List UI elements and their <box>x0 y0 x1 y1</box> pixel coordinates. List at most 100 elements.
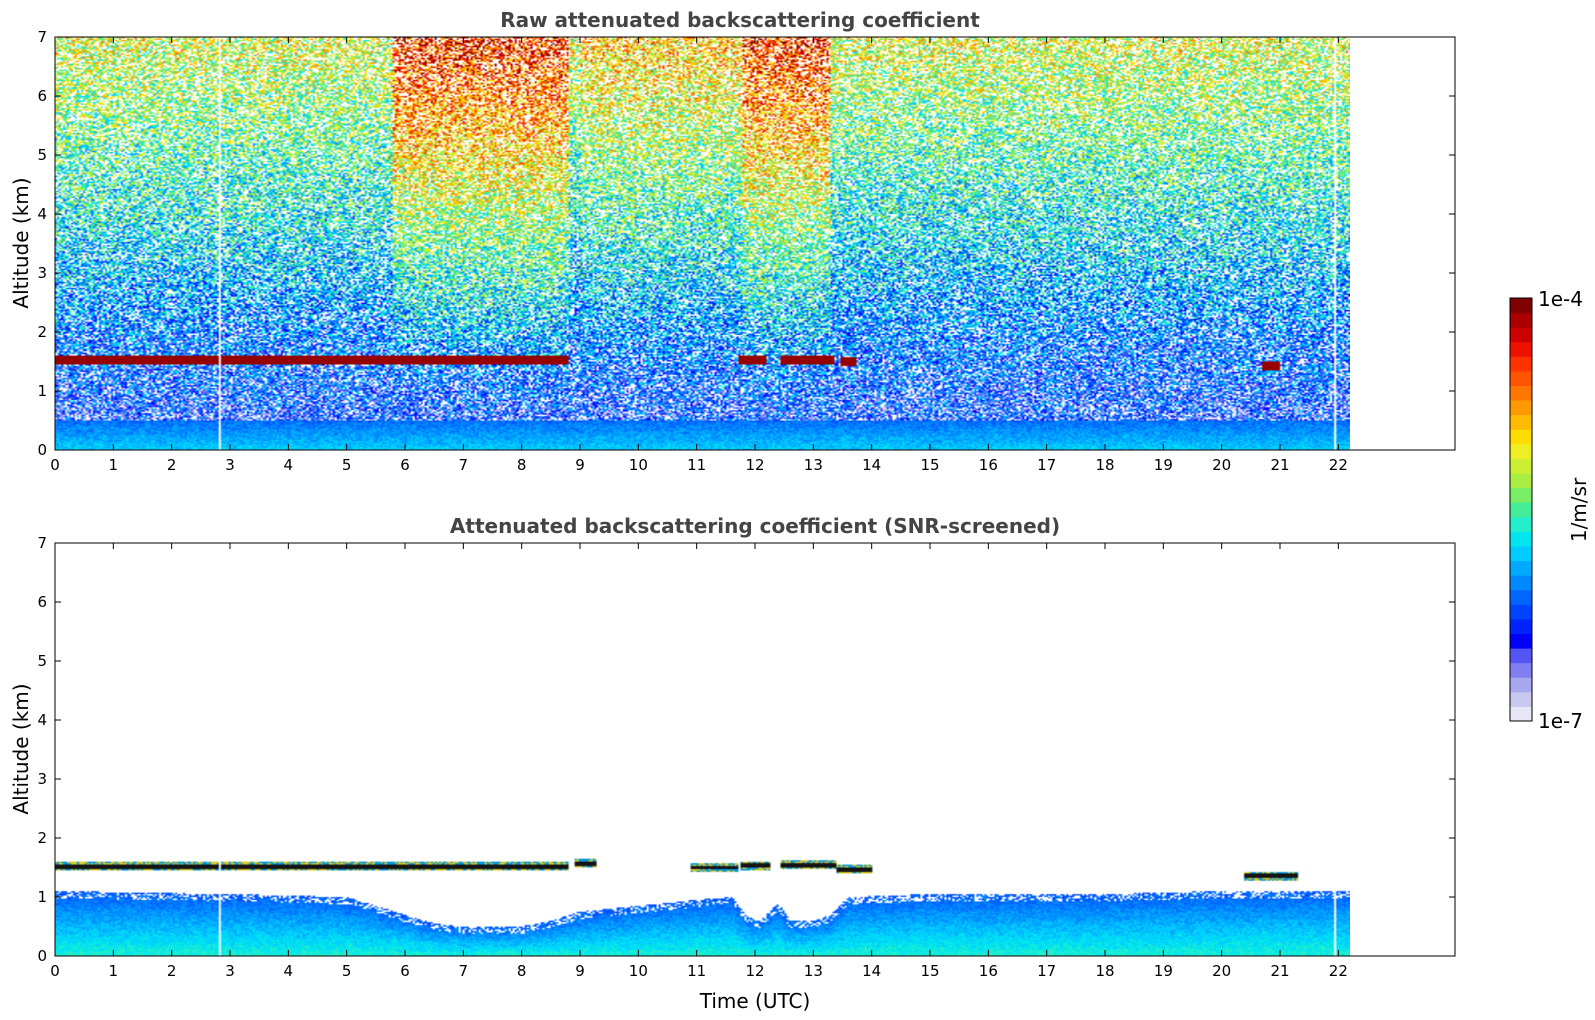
panel1-ytick-label: 4 <box>37 205 47 223</box>
panel1-xtick-label: 3 <box>225 456 235 474</box>
panel1-xtick-label: 14 <box>862 456 881 474</box>
panel2-ytick-label: 3 <box>37 770 47 788</box>
panel2-xtick-label: 19 <box>1154 962 1173 980</box>
panel1-ytick-label: 5 <box>37 146 47 164</box>
colorbar-cell <box>1510 516 1532 532</box>
panel2-ytick-label: 7 <box>37 534 47 552</box>
colorbar-cell <box>1510 443 1532 459</box>
colorbar-cell <box>1510 560 1532 576</box>
colorbar-cell <box>1510 298 1532 314</box>
panel2-xtick-label: 20 <box>1212 962 1231 980</box>
panel2-xtick-label: 1 <box>109 962 119 980</box>
colorbar-cell <box>1510 618 1532 634</box>
panel2-xlabel: Time (UTC) <box>699 989 811 1013</box>
panel2-xtick-label: 10 <box>629 962 648 980</box>
colorbar-cell <box>1510 545 1532 562</box>
panel1-xtick-label: 4 <box>284 456 294 474</box>
colorbar-max-label: 1e-4 <box>1538 287 1583 311</box>
panel1-xtick-label: 12 <box>745 456 764 474</box>
colorbar-cell <box>1510 414 1532 430</box>
panel2-xtick-label: 4 <box>284 962 294 980</box>
panel1-xtick-label: 17 <box>1037 456 1056 474</box>
panel2-ytick-label: 6 <box>37 593 47 611</box>
colorbar: 1e-4 1e-7 1/m/sr <box>1509 287 1591 733</box>
colorbar-cell <box>1510 691 1532 707</box>
panel2-xtick-label: 22 <box>1329 962 1348 980</box>
panel2-ytick-label: 4 <box>37 711 47 729</box>
panel2-xtick-label: 12 <box>745 962 764 980</box>
panel1-ytick-label: 2 <box>37 323 47 341</box>
colorbar-cell <box>1510 400 1532 416</box>
colorbar-cell <box>1510 473 1532 489</box>
panel1-xtick-label: 8 <box>517 456 527 474</box>
panel1-ytick-label: 1 <box>37 382 47 400</box>
colorbar-cell <box>1510 502 1532 518</box>
panel1-ytick-label: 7 <box>37 28 47 46</box>
colorbar-cell <box>1510 312 1532 328</box>
colorbar-cell <box>1510 575 1532 591</box>
panel2-xtick-label: 14 <box>862 962 881 980</box>
panel1-ytick-label: 3 <box>37 264 47 282</box>
panel1-xtick-label: 22 <box>1329 456 1348 474</box>
panel1-xtick-label: 21 <box>1270 456 1289 474</box>
panel2-xtick-label: 17 <box>1037 962 1056 980</box>
colorbar-cell <box>1510 487 1532 503</box>
panel2-xtick-label: 13 <box>804 962 823 980</box>
panel2-xtick-label: 15 <box>920 962 939 980</box>
panel2-xtick-label: 6 <box>400 962 410 980</box>
panel1-xtick-label: 7 <box>459 456 469 474</box>
colorbar-cell <box>1510 458 1532 474</box>
panel1-xtick-label: 10 <box>629 456 648 474</box>
panel2-xtick-label: 7 <box>459 962 469 980</box>
colorbar-cell <box>1510 385 1532 401</box>
colorbar-cell <box>1510 633 1532 649</box>
panel2-ytick-label: 0 <box>37 947 47 965</box>
panel2-xtick-label: 16 <box>979 962 998 980</box>
panel1-xtick-label: 20 <box>1212 456 1231 474</box>
colorbar-cell <box>1510 677 1532 693</box>
colorbar-cell <box>1510 706 1532 722</box>
panel1-xtick-label: 19 <box>1154 456 1173 474</box>
panel2-xtick-label: 5 <box>342 962 352 980</box>
panel2-xtick-label: 11 <box>687 962 706 980</box>
panel1-xticks: 0 1 2 3 4 5 6 7 8 9 10 11 12 13 14 15 16 17 18 19 20 21 22 <box>50 37 1348 474</box>
panel1-xtick-label: 1 <box>109 456 119 474</box>
colorbar-scale <box>1510 298 1532 722</box>
colorbar-cell <box>1510 429 1532 445</box>
panel1-xtick-label: 6 <box>400 456 410 474</box>
panel1-xtick-label: 13 <box>804 456 823 474</box>
colorbar-cell <box>1510 341 1532 357</box>
panel2-yticks: 0 1 2 3 4 5 6 7 <box>37 534 1455 965</box>
panel2-xtick-label: 21 <box>1270 962 1289 980</box>
colorbar-cell <box>1510 327 1532 343</box>
panel1-xtick-label: 9 <box>575 456 585 474</box>
panel1-heatmap <box>55 37 1350 450</box>
panel2-heatmap <box>55 543 1350 956</box>
colorbar-cell <box>1510 648 1532 664</box>
colorbar-cell <box>1510 604 1532 620</box>
panel2-xtick-label: 18 <box>1095 962 1114 980</box>
panel2-ytick-label: 2 <box>37 829 47 847</box>
panel2-ylabel: Altitude (km) <box>9 683 33 814</box>
panel1-xtick-label: 18 <box>1095 456 1114 474</box>
colorbar-unit-label: 1/m/sr <box>1567 477 1591 542</box>
panel-raw: Raw attenuated backscattering coefficien… <box>9 8 1456 474</box>
panel1-xtick-label: 0 <box>50 456 60 474</box>
panel2-xticks: 0 1 2 3 4 5 6 7 8 9 10 11 12 13 14 15 16 17 18 19 20 21 22 <box>50 543 1348 980</box>
colorbar-cell <box>1510 370 1532 387</box>
panel1-xtick-label: 11 <box>687 456 706 474</box>
panel1-xtick-label: 5 <box>342 456 352 474</box>
panel1-ylabel: Altitude (km) <box>9 177 33 308</box>
panel1-yticks: 0 1 2 3 4 5 6 7 <box>37 28 1455 459</box>
colorbar-frame <box>1509 297 1533 722</box>
panel-screened: Attenuated backscattering coefficient (S… <box>9 514 1456 1013</box>
panel2-xtick-label: 0 <box>50 962 60 980</box>
colorbar-cell <box>1510 356 1532 372</box>
panel2-ytick-label: 1 <box>37 888 47 906</box>
panel1-xtick-label: 2 <box>167 456 177 474</box>
panel1-title: Raw attenuated backscattering coefficien… <box>500 8 980 32</box>
panel2-xtick-label: 8 <box>517 962 527 980</box>
panel2-title: Attenuated backscattering coefficient (S… <box>450 514 1060 538</box>
colorbar-min-label: 1e-7 <box>1538 709 1583 733</box>
